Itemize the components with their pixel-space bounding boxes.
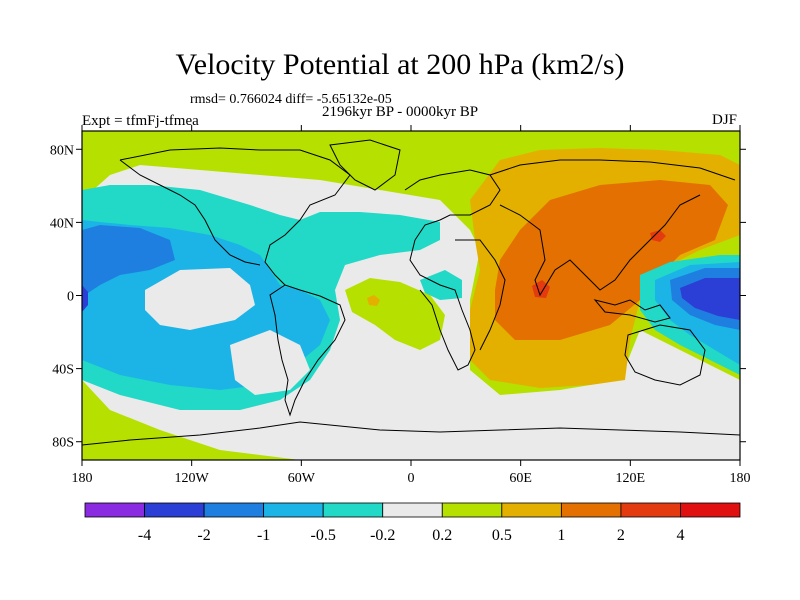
- colorbar-swatch: [680, 502, 741, 518]
- x-tick-label: 180: [72, 471, 93, 486]
- colorbar-label: 4: [676, 527, 684, 544]
- colorbar-label: -2: [197, 527, 210, 544]
- colorbar-swatch: [322, 502, 384, 518]
- colorbar-swatch: [263, 502, 324, 518]
- rmsd-diff-stats: rmsd= 0.766024 diff= -5.65132e-05: [190, 92, 392, 107]
- y-tick-label: 80N: [50, 143, 74, 158]
- x-tick-label: 60E: [509, 471, 532, 486]
- neutral-pacific-island: [145, 268, 255, 330]
- x-tick-label: 60W: [288, 471, 316, 486]
- strong-negative-west: [82, 285, 88, 312]
- colorbar: -4 -2 -1 -0.5 -0.2 0.2 0.5 1 2 4: [84, 502, 741, 544]
- colorbar-swatch: [144, 502, 205, 518]
- mid-negative-west: [82, 225, 175, 300]
- coastlines: [82, 139, 740, 446]
- y-tick-label: 0: [67, 290, 74, 305]
- colorbar-swatch: [441, 502, 503, 518]
- colorbar-label: 2: [617, 527, 625, 544]
- x-tick-label: 120W: [175, 471, 210, 486]
- x-tick-label: 180: [730, 471, 751, 486]
- contour-fill: [82, 131, 740, 460]
- colorbar-label: -0.2: [370, 527, 395, 544]
- season-label: DJF: [712, 112, 738, 128]
- positive-mid-core: [495, 180, 728, 340]
- y-tick-label: 80S: [52, 436, 74, 451]
- colorbar-label: -0.5: [311, 527, 336, 544]
- atlantic-positive-lobe: [345, 278, 445, 350]
- colorbar-label: 0.5: [492, 527, 512, 544]
- colorbar-swatch: [560, 502, 622, 518]
- south-america-neutral: [230, 330, 310, 395]
- colorbar-label: 0.2: [432, 527, 452, 544]
- period-label: 2196kyr BP - 0000kyr BP: [322, 104, 479, 120]
- plot-title: Velocity Potential at 200 hPa (km2/s): [175, 48, 625, 81]
- atlantic-positive-core: [367, 295, 380, 306]
- west-pacific-strong: [680, 278, 740, 320]
- experiment-label: Expt = tfmFj-tfmea: [82, 113, 199, 129]
- positive-strong-east: [650, 230, 666, 242]
- colorbar-swatch: [84, 502, 145, 518]
- colorbar-label: -4: [138, 527, 151, 544]
- colorbar-swatch: [620, 502, 681, 518]
- x-tick-label: 0: [408, 471, 415, 486]
- colorbar-swatch: [382, 502, 443, 518]
- colorbar-label: -1: [257, 527, 270, 544]
- y-tick-label: 40N: [50, 216, 74, 231]
- colorbar-label: 1: [557, 527, 565, 544]
- x-tick-label: 120E: [616, 471, 646, 486]
- colorbar-swatch: [203, 502, 265, 518]
- axis-ticks: 180 120W 60W 0 60E 120E 180 80N 40N 0 40S 80S: [50, 125, 751, 486]
- atlantic-cyan-north: [350, 218, 410, 243]
- y-tick-label: 40S: [52, 363, 74, 378]
- colorbar-swatch: [501, 502, 562, 518]
